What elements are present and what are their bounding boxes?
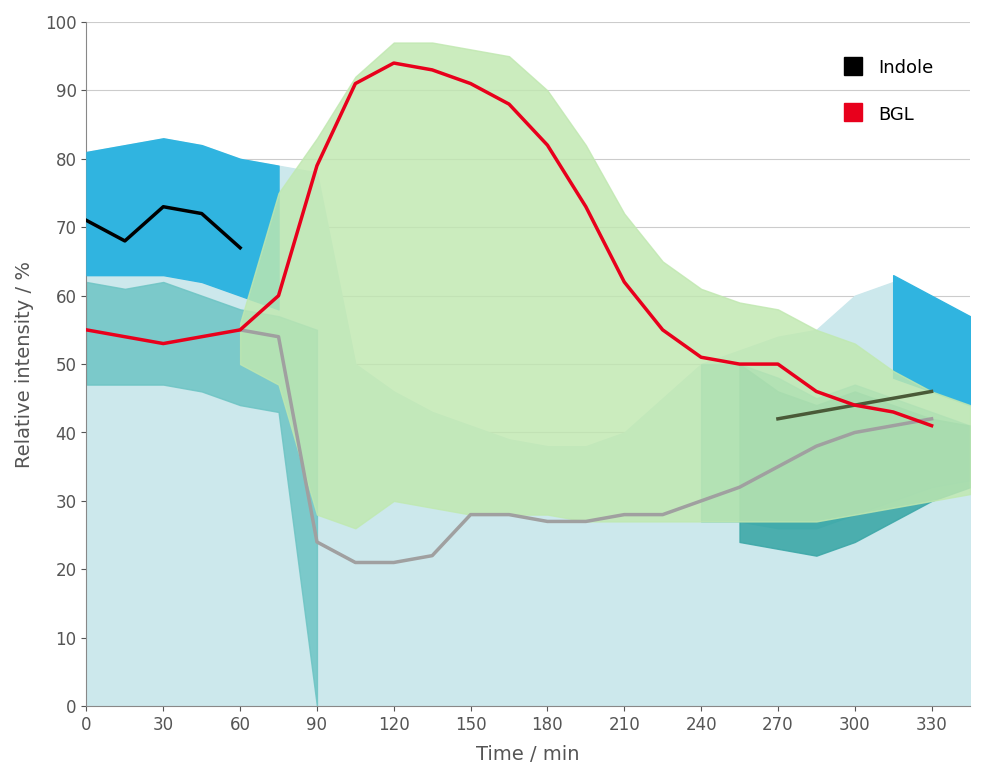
Legend: Indole, BGL: Indole, BGL	[816, 31, 961, 151]
Y-axis label: Relative intensity / %: Relative intensity / %	[15, 261, 34, 467]
X-axis label: Time / min: Time / min	[477, 745, 580, 764]
